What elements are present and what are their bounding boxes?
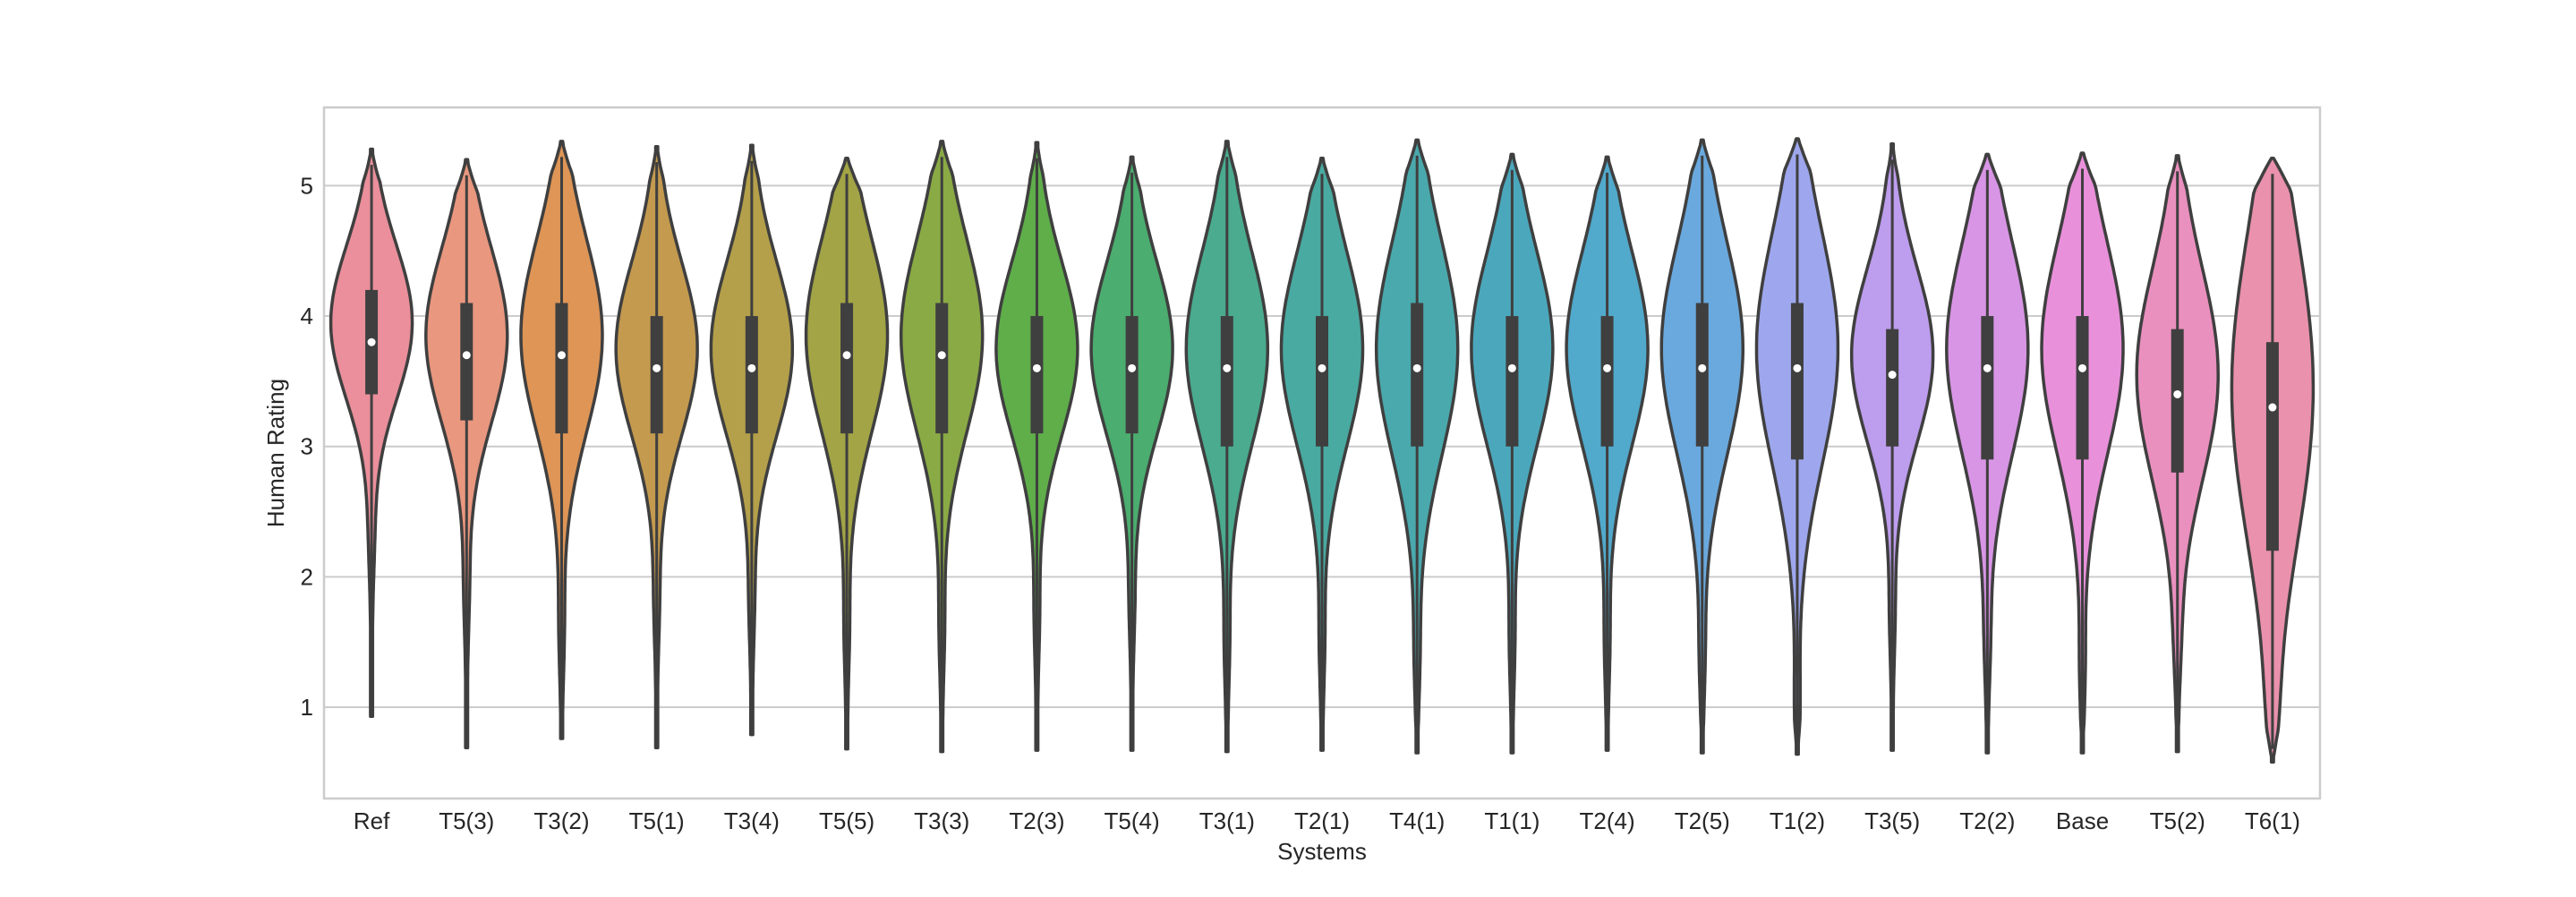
- violin-iqr-box: [1981, 316, 1994, 460]
- x-tick-labels: Ref T5(3) T3(2) T5(1) T3(4) T5(5) T3(3) T2(3) T5…: [354, 807, 2300, 834]
- violin-T3(4): [709, 143, 795, 737]
- violin-iqr-box: [2265, 342, 2279, 551]
- violin-T3(3): [899, 140, 985, 754]
- violin-median-dot: [1603, 363, 1612, 372]
- violin-median-dot: [462, 351, 471, 360]
- violin-iqr-box: [2171, 329, 2184, 473]
- violin-T2(1): [1279, 157, 1365, 752]
- x-tick-label: T5(1): [629, 807, 685, 834]
- violin-iqr-box: [555, 303, 568, 434]
- x-tick-label: T5(5): [819, 807, 874, 834]
- violin-median-dot: [2268, 403, 2277, 412]
- y-tick-labels: 1 2 3 4 5: [301, 172, 313, 721]
- violin-T3(1): [1184, 140, 1270, 754]
- violin-iqr-box: [1030, 316, 1044, 434]
- violin-iqr-box: [1506, 316, 1519, 447]
- violin-T5(1): [614, 144, 699, 749]
- x-tick-label: T1(1): [1484, 807, 1540, 834]
- violin-median-dot: [937, 351, 946, 360]
- violin-median-dot: [557, 351, 566, 360]
- violin-T5(3): [424, 158, 509, 749]
- x-tick-label: T2(5): [1675, 807, 1730, 834]
- x-tick-label: T3(3): [914, 807, 969, 834]
- x-tick-label: T2(2): [1959, 807, 2015, 834]
- violin-median-dot: [2078, 363, 2087, 372]
- violin-iqr-box: [650, 316, 663, 434]
- violin-T3(2): [519, 140, 604, 740]
- violin-Base: [2040, 151, 2125, 755]
- violin-median-dot: [1983, 363, 1992, 372]
- violin-iqr-box: [1125, 316, 1139, 434]
- violin-median-dot: [1793, 363, 1802, 372]
- x-tick-label: T3(2): [533, 807, 589, 834]
- violin-median-dot: [1507, 363, 1516, 372]
- violin-median-dot: [367, 337, 376, 346]
- y-tick-label: 4: [301, 303, 313, 329]
- violin-median-dot: [1223, 363, 1232, 372]
- x-axis-label: Systems: [1277, 838, 1367, 865]
- violin-iqr-box: [1790, 303, 1804, 460]
- x-tick-label: T2(1): [1294, 807, 1350, 834]
- violin-median-dot: [2173, 389, 2182, 398]
- y-tick-label: 5: [301, 172, 313, 199]
- violin-T3(5): [1849, 142, 1935, 752]
- violin-T6(1): [2230, 157, 2316, 764]
- violin-median-dot: [747, 363, 756, 372]
- violin-T2(5): [1659, 138, 1745, 755]
- violin-T2(3): [994, 141, 1079, 752]
- violin-Ref: [328, 147, 414, 718]
- x-tick-label: T2(4): [1580, 807, 1635, 834]
- x-tick-label: T5(3): [439, 807, 494, 834]
- y-tick-label: 1: [301, 694, 313, 721]
- violin-median-dot: [653, 363, 661, 372]
- violin-iqr-box: [935, 303, 949, 434]
- x-tick-label: T3(4): [724, 807, 780, 834]
- violin-median-dot: [1032, 363, 1041, 372]
- violin-T2(4): [1565, 155, 1650, 752]
- x-tick-label: Ref: [354, 807, 390, 834]
- violin-iqr-box: [2076, 316, 2089, 460]
- y-tick-label: 2: [301, 563, 313, 590]
- violin-iqr-box: [1411, 303, 1424, 447]
- violin-T4(1): [1374, 138, 1460, 755]
- x-tick-label: T1(2): [1770, 807, 1825, 834]
- x-tick-label: T3(5): [1864, 807, 1920, 834]
- violin-T2(2): [1945, 152, 2030, 755]
- violin-median-dot: [842, 351, 851, 360]
- violin-iqr-box: [1220, 316, 1233, 447]
- violin-iqr-box: [1695, 303, 1709, 447]
- violin-median-dot: [1888, 371, 1897, 380]
- x-tick-label: Base: [2056, 807, 2109, 834]
- x-tick-label: T4(1): [1389, 807, 1445, 834]
- violin-median-dot: [1318, 363, 1326, 372]
- x-tick-label: T2(3): [1009, 807, 1064, 834]
- x-tick-label: T6(1): [2245, 807, 2300, 834]
- violin-iqr-box: [1316, 316, 1328, 447]
- violin-median-dot: [1698, 363, 1707, 372]
- violin-iqr-box: [840, 303, 854, 434]
- violin-T1(2): [1754, 137, 1840, 756]
- x-tick-label: T5(2): [2150, 807, 2205, 834]
- x-tick-label: T3(1): [1199, 807, 1255, 834]
- violins: [328, 137, 2316, 764]
- violin-T5(4): [1089, 155, 1174, 752]
- violin-T1(1): [1470, 152, 1555, 755]
- violin-iqr-box: [1600, 316, 1614, 447]
- violin-median-dot: [1412, 363, 1421, 372]
- violin-T5(2): [2135, 154, 2220, 754]
- y-axis-label: Human Rating: [262, 379, 289, 527]
- violin-iqr-box: [460, 303, 473, 421]
- violin-T5(5): [804, 157, 890, 751]
- x-tick-label: T5(4): [1105, 807, 1160, 834]
- violin-iqr-box: [1886, 329, 1899, 447]
- violin-iqr-box: [745, 316, 758, 434]
- y-tick-label: 3: [301, 433, 313, 460]
- violin-median-dot: [1128, 363, 1137, 372]
